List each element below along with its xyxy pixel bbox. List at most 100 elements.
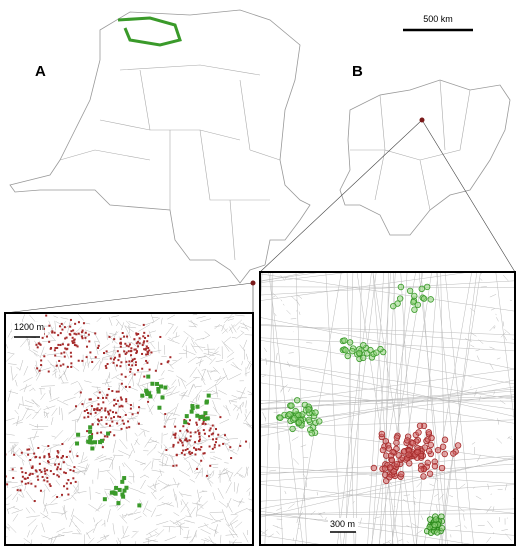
facility — [26, 448, 29, 451]
facility — [142, 335, 145, 338]
facility — [12, 476, 15, 479]
facility — [83, 410, 86, 413]
inset-left — [6, 310, 252, 544]
facility — [68, 333, 71, 336]
facility — [16, 489, 19, 492]
facility — [189, 453, 192, 456]
facility — [120, 382, 123, 385]
facility — [349, 347, 356, 355]
facility — [115, 364, 118, 367]
facility — [130, 354, 133, 357]
facility — [61, 493, 64, 496]
facility — [109, 357, 112, 360]
inset-frame — [259, 271, 516, 546]
facility — [56, 456, 59, 459]
facility — [189, 435, 192, 438]
facility — [100, 407, 103, 410]
facility — [76, 455, 79, 458]
facility — [47, 370, 50, 373]
facility — [59, 344, 62, 347]
facility — [312, 409, 319, 416]
facility — [38, 462, 41, 465]
facility — [198, 439, 201, 442]
facility — [26, 476, 29, 479]
facility — [57, 334, 60, 337]
facility — [40, 471, 43, 474]
facility — [150, 381, 155, 386]
facility — [381, 465, 389, 472]
facility — [174, 434, 177, 437]
facility — [82, 322, 85, 325]
facility — [91, 361, 94, 364]
facility — [200, 459, 203, 462]
facility — [38, 469, 41, 472]
facility — [65, 482, 68, 485]
facility — [200, 414, 205, 419]
facility — [50, 347, 53, 350]
facility — [86, 430, 89, 433]
facility — [277, 414, 284, 421]
facility — [93, 408, 96, 411]
facility — [141, 367, 144, 370]
facility — [120, 398, 123, 401]
facility — [37, 310, 39, 312]
facility — [72, 477, 75, 480]
facility — [120, 361, 123, 364]
facility — [58, 325, 61, 328]
facility — [420, 295, 428, 302]
facility — [397, 295, 404, 302]
panel-label: A — [35, 63, 46, 80]
facility — [48, 483, 51, 486]
facility — [46, 480, 49, 483]
facility — [137, 345, 140, 348]
facility — [390, 302, 397, 310]
facility — [106, 363, 109, 366]
facility — [31, 472, 34, 475]
facility — [119, 416, 122, 419]
site — [419, 117, 425, 123]
facility — [377, 345, 384, 353]
facility — [163, 385, 168, 390]
facility — [90, 405, 93, 408]
facility — [146, 340, 149, 343]
facility — [117, 359, 120, 362]
facility — [45, 335, 48, 338]
facility — [79, 391, 82, 394]
facility — [204, 399, 209, 404]
facility — [70, 365, 73, 368]
facility — [142, 341, 145, 344]
facility — [370, 464, 378, 472]
facility — [111, 420, 114, 423]
scale-label: 300 m — [330, 519, 355, 529]
facility — [203, 411, 208, 416]
facility — [291, 415, 298, 422]
facility — [119, 345, 122, 348]
facility — [53, 349, 56, 352]
facility — [51, 330, 54, 333]
facility — [441, 450, 448, 458]
facility — [85, 408, 88, 411]
facility — [57, 475, 60, 478]
facility — [41, 475, 44, 478]
facility — [67, 343, 70, 346]
facility — [160, 362, 163, 365]
facility — [150, 351, 153, 354]
facility — [85, 356, 88, 359]
facility — [121, 494, 126, 499]
facility — [428, 434, 435, 442]
facility — [165, 449, 168, 452]
facility — [121, 405, 124, 408]
facility — [189, 431, 192, 434]
facility — [145, 390, 150, 395]
facility — [204, 423, 207, 426]
facility — [378, 430, 386, 438]
facility — [127, 350, 130, 353]
facility — [94, 411, 97, 414]
facility — [114, 485, 119, 490]
facility — [134, 361, 137, 364]
facility — [138, 337, 141, 340]
facility — [181, 441, 184, 444]
facility — [194, 453, 197, 456]
facility — [145, 345, 148, 348]
facility — [414, 448, 421, 456]
